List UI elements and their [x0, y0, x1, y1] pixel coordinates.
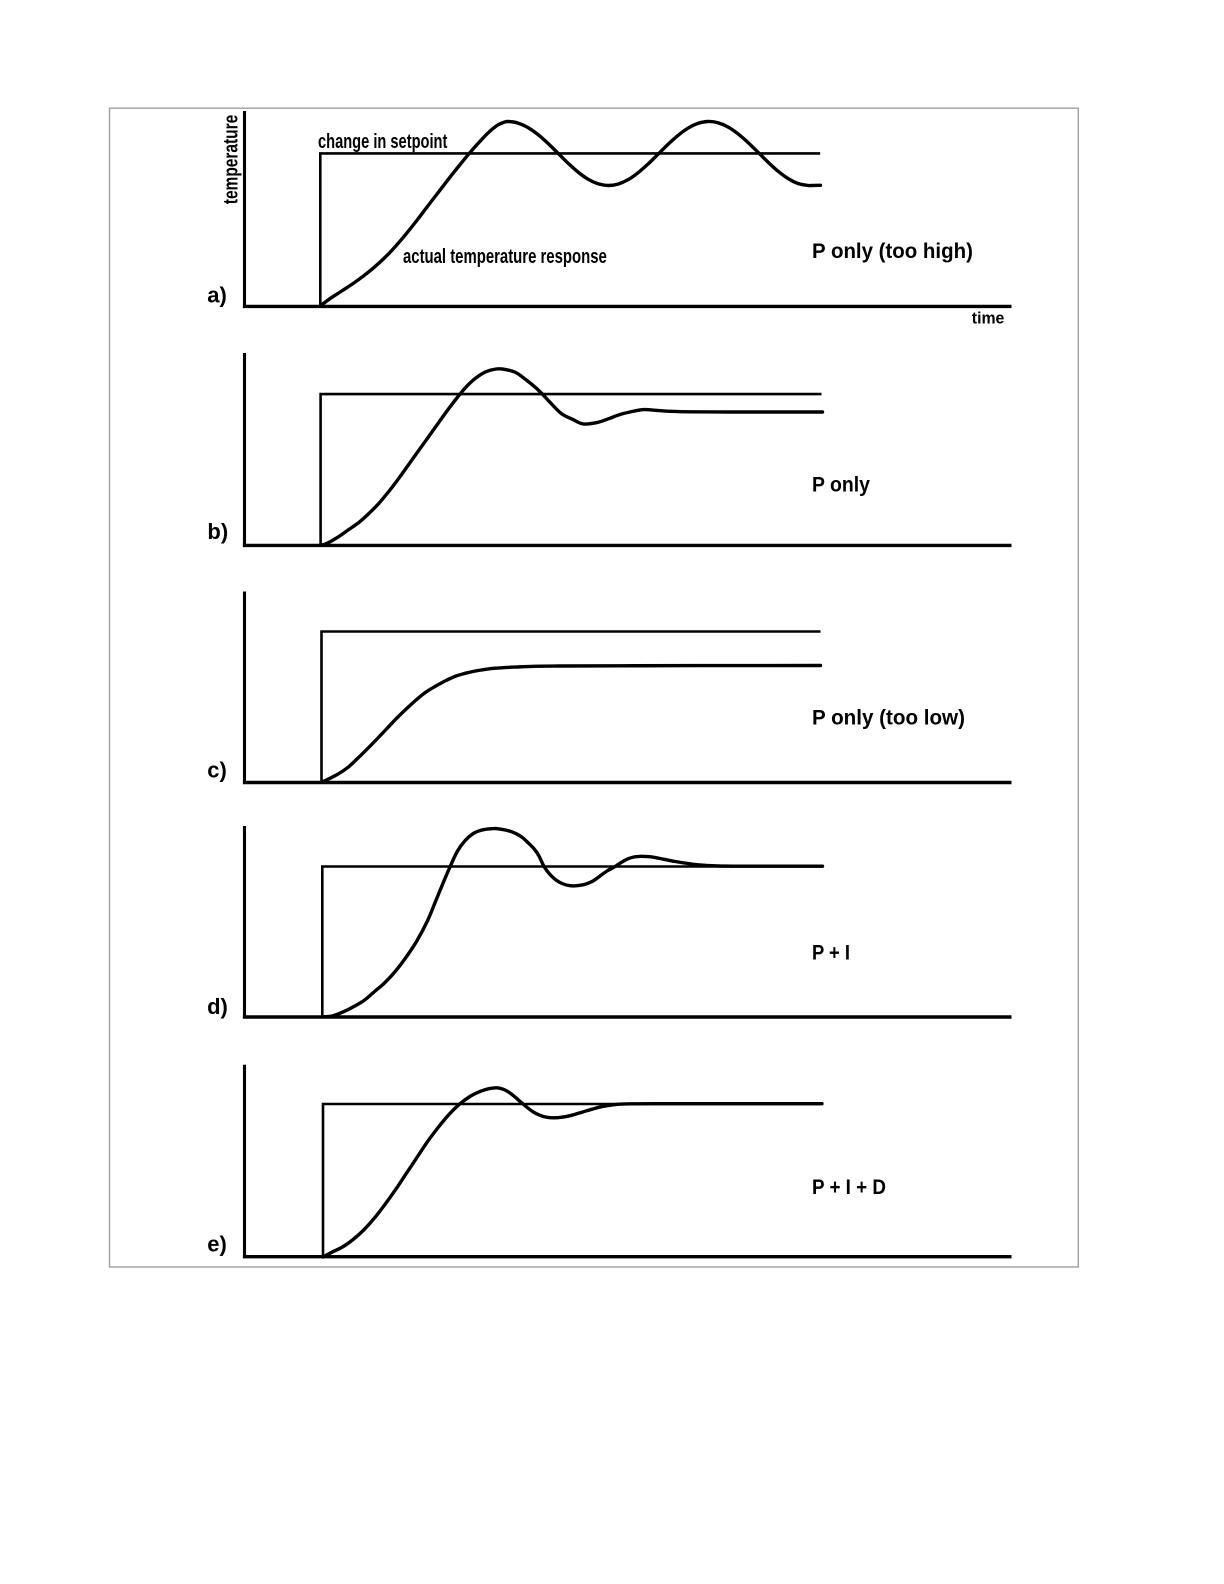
svg-text:a): a) [207, 283, 227, 308]
svg-text:P only (too low): P only (too low) [812, 707, 965, 730]
svg-text:temperature: temperature [219, 115, 241, 204]
svg-text:P + I + D: P + I + D [812, 1176, 886, 1199]
svg-text:actual temperature response: actual temperature response [403, 245, 607, 268]
svg-text:change in setpoint: change in setpoint [318, 130, 447, 153]
svg-text:P only (too high): P only (too high) [812, 240, 973, 263]
svg-text:P only: P only [812, 474, 871, 497]
svg-text:P + I: P + I [812, 941, 850, 964]
svg-text:b): b) [207, 519, 228, 544]
svg-text:d): d) [207, 994, 228, 1019]
svg-text:c): c) [207, 758, 227, 783]
svg-text:e): e) [207, 1231, 227, 1256]
svg-text:time: time [972, 309, 1005, 327]
